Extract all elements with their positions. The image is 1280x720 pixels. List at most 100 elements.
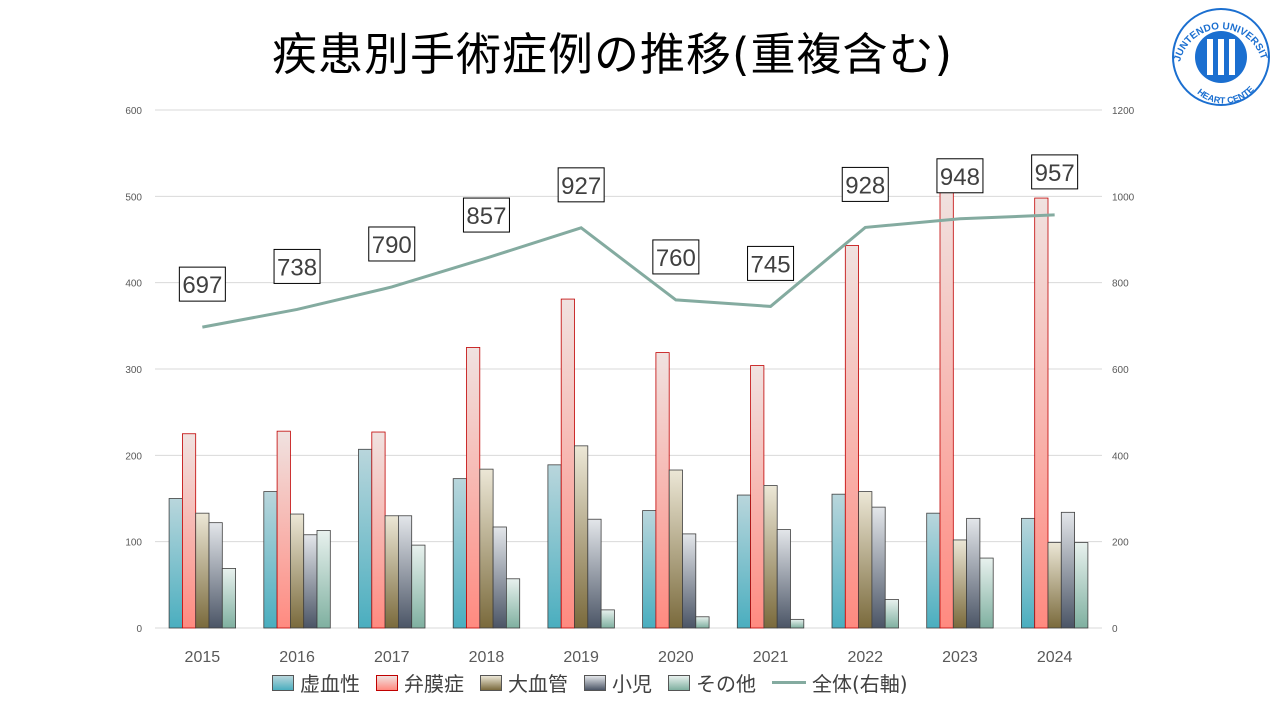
- data-label: 957: [1035, 160, 1075, 187]
- x-tick-label: 2023: [942, 649, 978, 666]
- bar-2-2020: [668, 469, 683, 629]
- bar-0-2021: [736, 494, 751, 629]
- y-right-tick-label: 400: [1112, 451, 1129, 462]
- bar-4-2022: [884, 599, 899, 629]
- data-label-box: [178, 266, 226, 302]
- y-right-tick-label: 200: [1112, 538, 1129, 549]
- legend-label: 全体(右軸): [812, 672, 908, 696]
- y-right-tick-label: 1200: [1112, 106, 1135, 117]
- bar-0-2020: [642, 510, 657, 629]
- legend-line-swatch: [772, 681, 806, 684]
- y-left-tick-label: 400: [125, 279, 142, 290]
- y-left-tick-label: 100: [125, 538, 142, 549]
- bar-0-2018: [452, 478, 467, 629]
- x-tick-label: 2021: [753, 649, 789, 666]
- y-left-tick-label: 600: [125, 106, 142, 117]
- bar-4-2015: [221, 568, 237, 629]
- y-left-tick-label: 0: [136, 624, 142, 635]
- bar-4-2017: [411, 544, 426, 629]
- bar-0-2017: [358, 448, 373, 629]
- bar-0-2022: [831, 493, 846, 629]
- x-tick-label: 2019: [563, 649, 599, 666]
- legend-swatch: [480, 674, 502, 691]
- data-label: 857: [466, 203, 506, 230]
- legend-swatch: [668, 674, 690, 691]
- y-right-tick-label: 1000: [1112, 192, 1135, 203]
- bar-3-2019: [587, 518, 602, 629]
- bar-3-2024: [1060, 511, 1076, 629]
- bar-1-2022: [844, 245, 859, 629]
- data-label-box: [652, 239, 700, 275]
- bar-1-2021: [750, 365, 765, 629]
- bar-1-2017: [371, 431, 386, 629]
- data-label-box: [841, 166, 889, 202]
- bar-2-2019: [574, 445, 589, 629]
- bar-0-2024: [1021, 517, 1036, 629]
- bar-2-2016: [289, 513, 305, 629]
- bar-0-2023: [926, 512, 941, 629]
- bar-4-2020: [695, 616, 710, 629]
- bar-3-2021: [776, 529, 791, 629]
- y-left-tick-label: 300: [125, 365, 142, 376]
- x-tick-label: 2016: [279, 649, 315, 666]
- data-label: 697: [182, 272, 222, 299]
- legend-swatch: [376, 674, 398, 691]
- bar-2-2022: [858, 491, 873, 629]
- bar-2-2024: [1047, 542, 1062, 629]
- bar-2-2018: [479, 468, 494, 629]
- y-right-tick-label: 0: [1112, 624, 1118, 635]
- data-label-box: [557, 167, 605, 203]
- bar-0-2015: [168, 498, 183, 629]
- data-label: 948: [940, 164, 980, 191]
- data-label: 927: [561, 173, 601, 200]
- y-right-tick-label: 600: [1112, 365, 1129, 376]
- bar-1-2015: [181, 433, 197, 629]
- bar-3-2022: [871, 506, 886, 629]
- legend-item: 小児: [584, 668, 652, 697]
- y-left-tick-label: 500: [125, 192, 142, 203]
- chart-legend: 虚血性 弁膜症 大血管 小児 その他 全体(右軸): [272, 668, 924, 697]
- legend-item: その他: [668, 668, 756, 697]
- data-label: 790: [372, 232, 412, 259]
- bar-4-2019: [600, 609, 615, 629]
- juntendo-logo: JUNTENDO UNIVERSITY HEART CENTER: [1166, 2, 1270, 106]
- bar-4-2024: [1074, 542, 1089, 629]
- x-tick-label: 2017: [374, 649, 410, 666]
- legend-swatch: [272, 674, 294, 691]
- bar-4-2023: [979, 557, 994, 629]
- x-tick-label: 2018: [469, 649, 505, 666]
- legend-item: 虚血性: [272, 668, 360, 697]
- legend-item: 弁膜症: [376, 668, 464, 697]
- bar-2-2017: [384, 515, 399, 629]
- bar-3-2023: [966, 517, 981, 629]
- legend-label: 弁膜症: [404, 672, 464, 696]
- data-label: 745: [751, 251, 791, 278]
- bar-1-2020: [655, 352, 670, 629]
- bar-4-2018: [505, 578, 521, 629]
- bar-1-2018: [466, 347, 481, 629]
- bar-1-2024: [1034, 197, 1049, 629]
- bar-1-2016: [276, 430, 291, 629]
- legend-label: 小児: [612, 672, 652, 696]
- x-tick-label: 2015: [185, 649, 221, 666]
- x-tick-label: 2022: [847, 649, 883, 666]
- bar-3-2020: [682, 533, 697, 629]
- legend-label: 虚血性: [300, 672, 360, 696]
- data-label-box: [462, 197, 510, 233]
- bar-4-2016: [316, 530, 331, 629]
- data-label-box: [273, 248, 321, 284]
- page-title: 疾患別手術症例の推移(重複含む): [272, 28, 954, 81]
- bar-4-2021: [790, 618, 805, 629]
- data-label-box: [1031, 154, 1079, 190]
- bar-0-2019: [547, 464, 562, 629]
- total-line: [202, 213, 1055, 329]
- bar-3-2016: [303, 534, 318, 629]
- bar-1-2019: [560, 298, 575, 629]
- bar-3-2015: [208, 522, 223, 629]
- bar-3-2017: [397, 515, 413, 629]
- y-right-tick-label: 800: [1112, 279, 1129, 290]
- data-label: 738: [277, 254, 317, 281]
- bar-3-2018: [492, 526, 507, 629]
- legend-item: 大血管: [480, 668, 568, 697]
